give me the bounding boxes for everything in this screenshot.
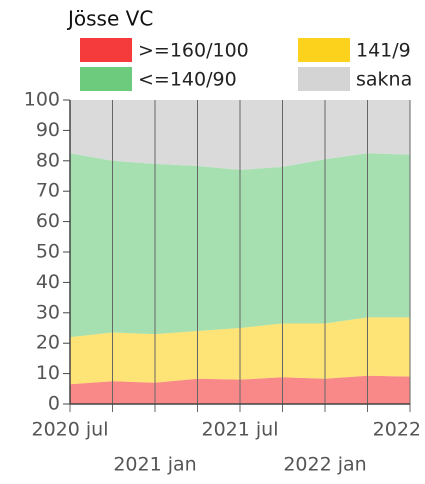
y-tick-label: 10: [36, 362, 60, 384]
legend-swatch: [298, 67, 350, 91]
x-tick-label: 2022: [373, 419, 421, 441]
y-tick-label: 80: [36, 149, 60, 171]
legend-label: >=160/100: [138, 40, 249, 62]
y-tick-label: 20: [36, 332, 60, 354]
y-tick-label: 70: [36, 180, 60, 202]
x-tick-label: 2021 jan: [113, 454, 196, 476]
legend-swatch: [80, 67, 132, 91]
legend-swatch: [298, 38, 350, 62]
x-tick-label: 2021 jul: [202, 419, 279, 441]
legend-label: <=140/90: [138, 69, 237, 91]
x-tick-label: 2022 jan: [283, 454, 366, 476]
y-tick-label: 90: [36, 119, 60, 141]
y-tick-label: 60: [36, 210, 60, 232]
chart-title: Jösse VC: [66, 7, 153, 31]
legend-swatch: [80, 38, 132, 62]
y-tick-label: 100: [24, 89, 60, 111]
y-tick-label: 0: [48, 393, 60, 415]
y-tick-label: 40: [36, 271, 60, 293]
legend-label: sakna: [356, 69, 412, 91]
legend-label: 141/9: [356, 40, 411, 62]
x-tick-label: 2020 jul: [32, 419, 109, 441]
y-tick-label: 50: [36, 241, 60, 263]
y-tick-label: 30: [36, 301, 60, 323]
